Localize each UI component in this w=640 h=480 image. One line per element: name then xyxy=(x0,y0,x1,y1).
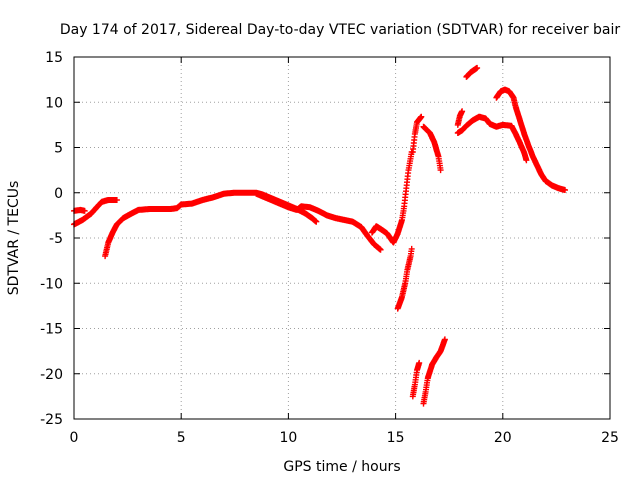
plus-markers xyxy=(420,336,448,407)
axis-ticks xyxy=(73,56,611,420)
plus-markers xyxy=(394,245,415,312)
y-tick-label: -25 xyxy=(40,412,63,428)
series-s4 xyxy=(253,190,384,253)
y-axis-title: SDTVAR / TECUs xyxy=(6,181,22,296)
x-tick-label: 25 xyxy=(601,430,619,446)
plus-markers xyxy=(409,113,425,155)
y-tick-label: -10 xyxy=(40,276,63,292)
y-tick-label: -15 xyxy=(40,322,63,338)
y-tick-label: 10 xyxy=(45,95,63,111)
plus-markers xyxy=(102,189,320,260)
grid-lines xyxy=(74,57,610,419)
x-tick-labels: 0 5 10 15 20 25 xyxy=(70,430,619,446)
series-s8 xyxy=(420,123,444,174)
y-tick-label: -5 xyxy=(49,231,63,247)
y-tick-labels: -25 -20 -15 -10 -5 0 5 10 15 xyxy=(40,50,63,428)
x-tick-label: 0 xyxy=(70,430,79,446)
plus-markers xyxy=(369,149,415,246)
y-tick-label: -20 xyxy=(40,367,63,383)
plus-markers xyxy=(454,108,466,128)
series-s11 xyxy=(454,113,530,164)
x-tick-label: 15 xyxy=(387,430,405,446)
plus-markers xyxy=(454,113,530,164)
x-tick-label: 20 xyxy=(494,430,512,446)
x-tick-label: 5 xyxy=(177,430,186,446)
x-tick-label: 10 xyxy=(279,430,297,446)
plus-markers xyxy=(253,190,384,253)
y-tick-label: 5 xyxy=(54,141,63,157)
series-s10 xyxy=(420,336,448,407)
plus-markers xyxy=(493,86,568,193)
plus-markers xyxy=(420,123,444,174)
series-s14 xyxy=(493,86,568,193)
series-s3 xyxy=(102,189,320,260)
series-s6 xyxy=(394,245,415,312)
series-s5 xyxy=(369,149,415,246)
series-s9 xyxy=(409,359,423,400)
x-axis-title: GPS time / hours xyxy=(283,459,400,475)
y-tick-label: 0 xyxy=(54,186,63,202)
y-tick-label: 15 xyxy=(45,50,63,66)
chart-title: Day 174 of 2017, Sidereal Day-to-day VTE… xyxy=(60,22,621,38)
series-s13 xyxy=(463,64,481,80)
data-series xyxy=(71,64,568,407)
series-s12 xyxy=(454,108,466,128)
plus-markers xyxy=(409,359,423,400)
plus-markers xyxy=(463,64,481,80)
series-s7 xyxy=(409,113,425,155)
